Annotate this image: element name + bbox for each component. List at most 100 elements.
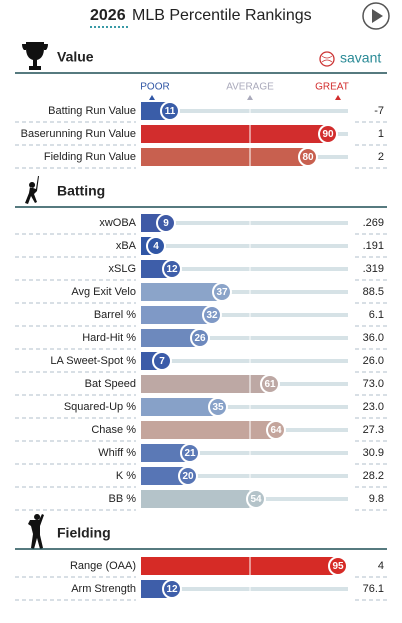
- section-title: Value: [57, 49, 94, 65]
- title: MLB Percentile Rankings: [132, 7, 312, 24]
- percentile-label: 90: [322, 129, 334, 140]
- metric-label: Bat Speed: [85, 378, 136, 390]
- stat-value: .319: [363, 263, 384, 275]
- stat-value: 23.0: [363, 401, 384, 413]
- percentile-dot: [212, 282, 232, 302]
- section-title: Batting: [57, 183, 105, 199]
- stat-value: 4: [378, 560, 384, 572]
- metric-label: Arm Strength: [71, 583, 136, 595]
- metric-label: K %: [116, 470, 136, 482]
- percentile-label: 12: [166, 584, 178, 595]
- percentile-label: 37: [216, 287, 228, 298]
- percentile-label: 80: [302, 152, 314, 163]
- stat-value: 1: [378, 128, 384, 140]
- stat-value: 26.0: [363, 355, 384, 367]
- percentile-bar: [141, 398, 218, 416]
- percentile-bar: [141, 467, 188, 485]
- stat-value: 76.1: [363, 583, 384, 595]
- percentile-dot: [178, 466, 198, 486]
- stat-value: 73.0: [363, 378, 384, 390]
- percentile-bar: [141, 421, 276, 439]
- savant-logo: savant: [319, 50, 381, 67]
- logo-text: savant: [340, 50, 381, 66]
- legend-marker: [335, 95, 341, 100]
- metric-label: Hard-Hit %: [82, 332, 136, 344]
- stat-value: .191: [363, 240, 384, 252]
- legend-marker: [149, 95, 155, 100]
- metric-label: xSLG: [108, 263, 136, 275]
- percentile-dot: [162, 259, 182, 279]
- play-button[interactable]: [362, 2, 390, 30]
- percentile-dot: [328, 556, 348, 576]
- stat-value: -7: [374, 105, 384, 117]
- percentile-dot: [156, 213, 176, 233]
- percentile-label: 20: [182, 471, 194, 482]
- percentile-bar: [141, 125, 328, 143]
- stat-value: 9.8: [369, 493, 384, 505]
- percentile-label: 11: [165, 106, 176, 117]
- metric-label: Squared-Up %: [64, 401, 136, 413]
- metric-label: xwOBA: [99, 217, 136, 229]
- percentile-dot: [152, 351, 172, 371]
- percentile-bar: [141, 375, 270, 393]
- percentile-bar: [141, 557, 338, 575]
- percentile-dot: [266, 420, 286, 440]
- percentile-label: 4: [153, 241, 159, 252]
- percentile-bar: [141, 490, 256, 508]
- legend-poor: POOR: [140, 82, 169, 93]
- percentile-label: 54: [250, 494, 262, 505]
- stat-value: 30.9: [363, 447, 384, 459]
- stat-value: .269: [363, 217, 384, 229]
- percentile-dot: [180, 443, 200, 463]
- percentile-label: 7: [159, 356, 165, 367]
- stat-value: 28.2: [363, 470, 384, 482]
- stat-value: 2: [378, 151, 384, 163]
- percentile-label: 21: [184, 448, 196, 459]
- percentile-dot: [162, 579, 182, 599]
- stat-value: 88.5: [363, 286, 384, 298]
- metric-label: Chase %: [91, 424, 136, 436]
- batter-icon: [25, 176, 39, 204]
- percentile-dot: [318, 124, 338, 144]
- percentile-label: 95: [332, 561, 344, 572]
- metric-label: Range (OAA): [70, 560, 136, 572]
- percentile-label: 35: [212, 402, 224, 413]
- metric-label: Baserunning Run Value: [21, 128, 136, 140]
- percentile-dot: [208, 397, 228, 417]
- percentile-dot: [298, 147, 318, 167]
- stat-value: 27.3: [363, 424, 384, 436]
- metric-label: BB %: [108, 493, 136, 505]
- percentile-label: 32: [206, 310, 218, 321]
- percentile-label: 26: [194, 333, 206, 344]
- stat-value: 6.1: [369, 309, 384, 321]
- fielder-icon: [28, 514, 44, 549]
- percentile-dot: [260, 374, 280, 394]
- percentile-label: 12: [166, 264, 178, 275]
- percentile-bar: [141, 329, 200, 347]
- percentile-dot: [202, 305, 222, 325]
- section-icons: [22, 42, 48, 549]
- percentile-dot: [190, 328, 210, 348]
- legend-great: GREAT: [315, 82, 349, 93]
- percentile-bar: [141, 444, 190, 462]
- metric-label: LA Sweet-Spot %: [50, 355, 136, 367]
- legend-marker: [247, 95, 253, 100]
- metric-label: Whiff %: [98, 447, 136, 459]
- percentile-label: 61: [264, 379, 276, 390]
- section-title: Fielding: [57, 525, 111, 541]
- percentile-dot: [246, 489, 266, 509]
- metric-label: Batting Run Value: [48, 105, 136, 117]
- percentile-dot: [160, 101, 180, 121]
- legend-average: AVERAGE: [226, 82, 274, 93]
- percentile-label: 9: [163, 218, 169, 229]
- percentile-bar: [141, 283, 222, 301]
- metric-label: xBA: [116, 240, 137, 252]
- percentile-bar: [141, 148, 308, 166]
- stat-value: 36.0: [363, 332, 384, 344]
- metric-label: Fielding Run Value: [44, 151, 136, 163]
- metric-label: Avg Exit Velo: [71, 286, 136, 298]
- trophy-icon: [22, 42, 48, 70]
- title-year: 2026: [90, 7, 126, 24]
- percentile-label: 64: [270, 425, 282, 436]
